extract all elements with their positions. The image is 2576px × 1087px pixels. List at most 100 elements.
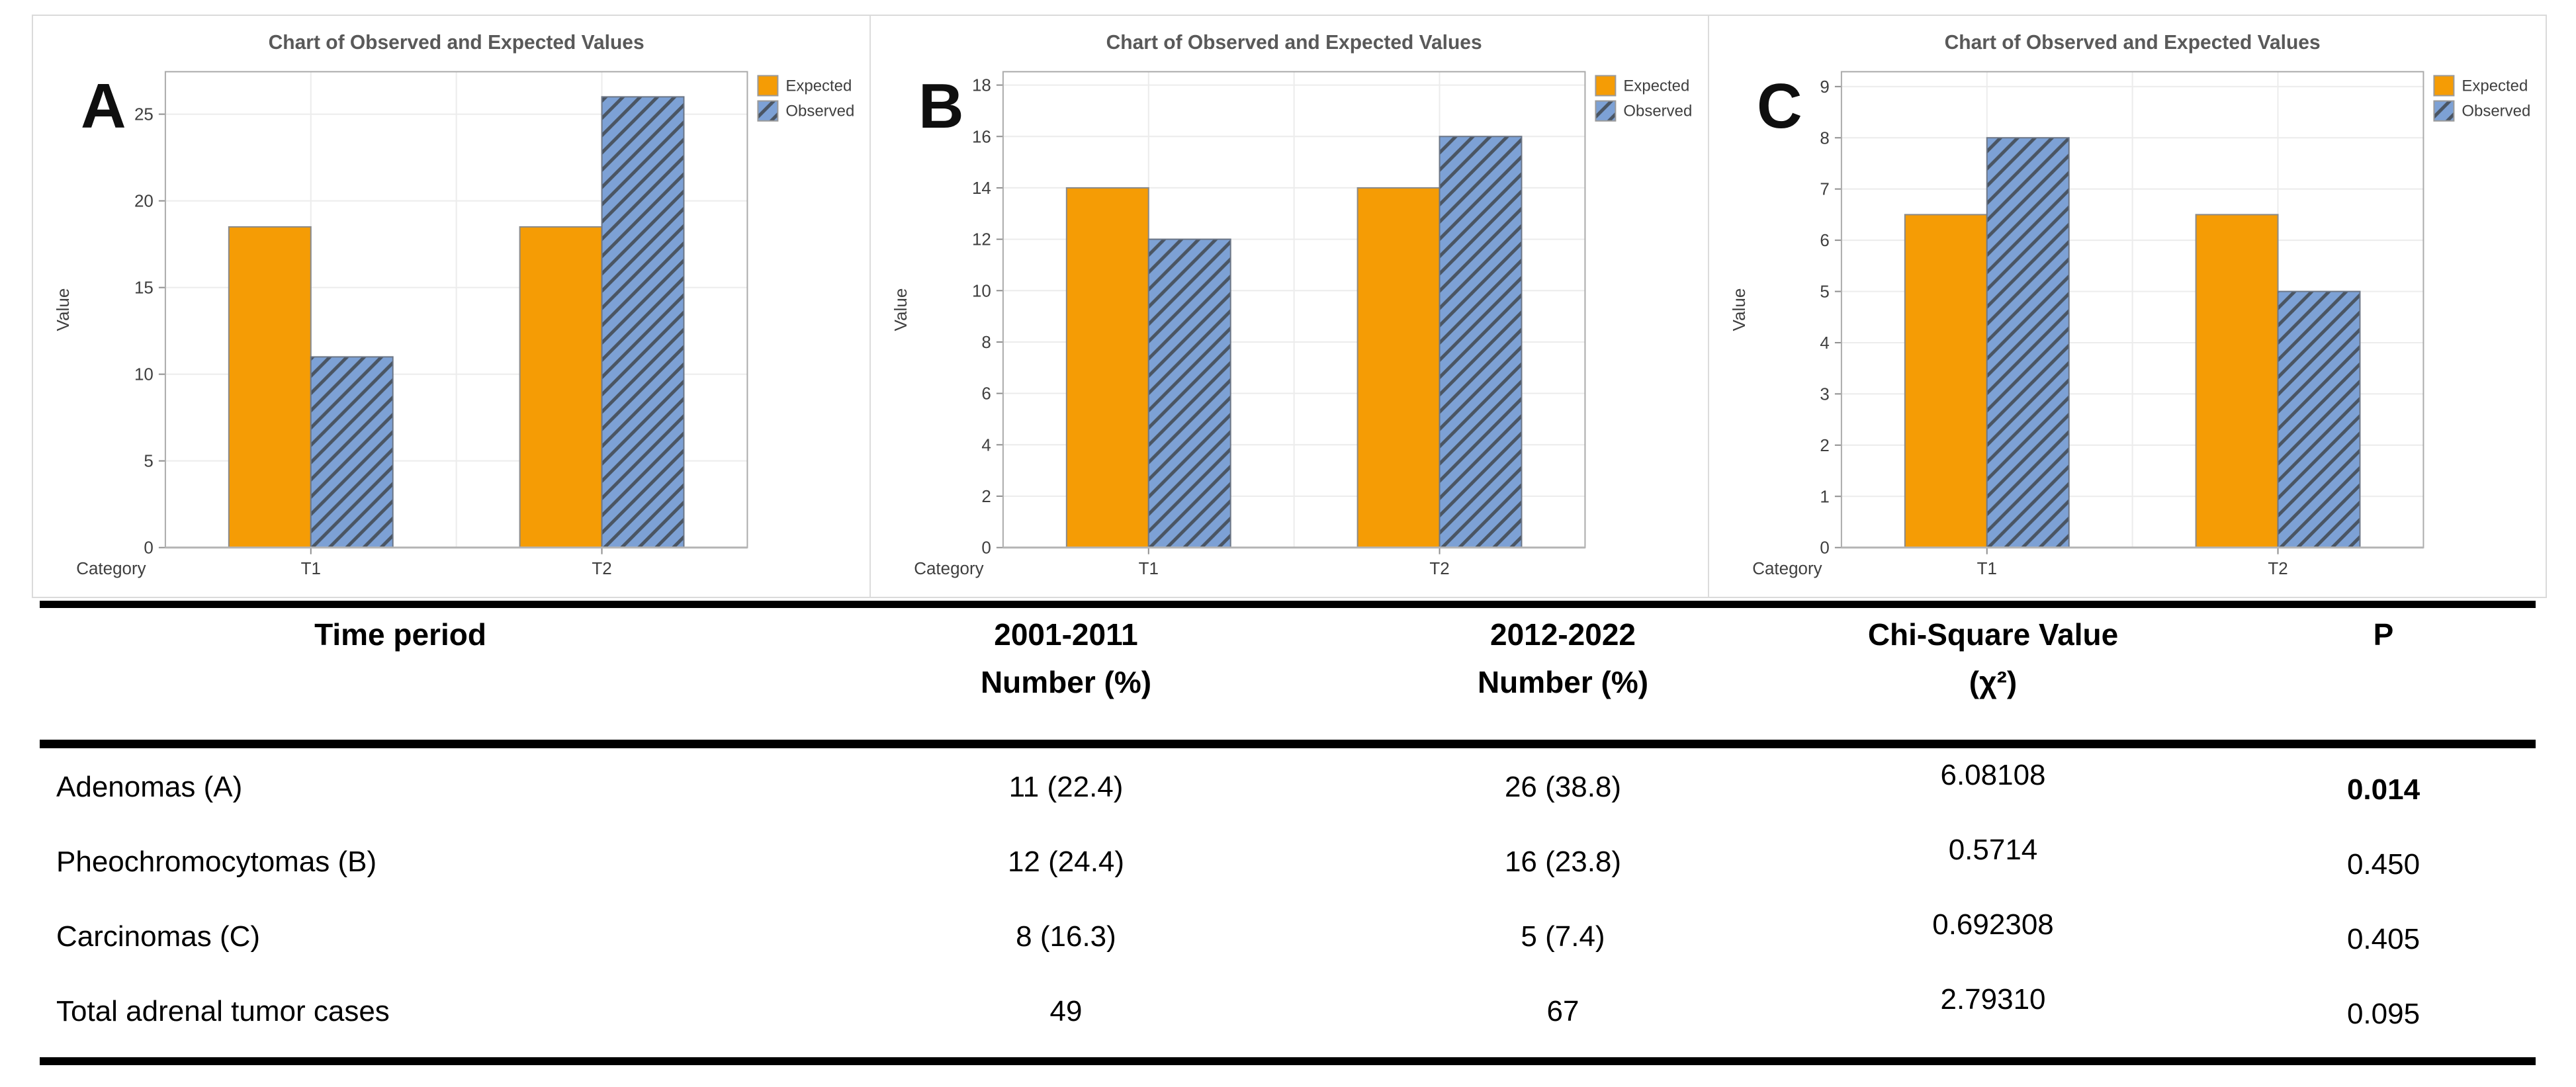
header-2001-2011-sublabel: Number (%) <box>980 665 1152 699</box>
panel-letter: C <box>1757 71 1802 142</box>
header-p-value: P <box>2231 619 2536 697</box>
y-tick-label: 4 <box>1820 333 1829 353</box>
chart-panel-a: Chart of Observed and Expected Values A 0 5… <box>33 16 871 597</box>
chart-panel-c: Chart of Observed and Expected Values C 0 1… <box>1709 16 2546 597</box>
legend: Expected Observed <box>2433 75 2530 122</box>
bar-chart-c: Chart of Observed and Expected Values C 0 1… <box>1729 32 2530 578</box>
chart-panel-b: Chart of Observed and Expected Values B 0 2… <box>871 16 1709 597</box>
y-tick-label: 25 <box>134 105 154 124</box>
x-category-label: T2 <box>2268 558 2287 578</box>
legend-expected-swatch <box>757 75 779 97</box>
y-tick-label: 1 <box>1820 486 1829 506</box>
bar-observed-t2 <box>601 96 685 548</box>
row-label: Total adrenal tumor cases <box>56 994 390 1027</box>
cell-chi-square-value: 6.08108 <box>1940 758 2046 791</box>
cell-period-2012-2022: 16 (23.8) <box>1504 845 1622 878</box>
cell-period-2001-2011: 12 (24.4) <box>1007 845 1125 878</box>
y-tick-label: 7 <box>1820 179 1829 199</box>
bar-observed-t2 <box>1439 136 1523 548</box>
y-axis-title: Value <box>1729 288 1749 331</box>
chart-title: Chart of Observed and Expected Values <box>269 32 644 54</box>
bar-observed-t2 <box>2277 290 2361 548</box>
y-tick-label: 5 <box>144 451 153 471</box>
y-tick-label: 5 <box>1820 282 1829 302</box>
cell-period-2012-2022: 67 <box>1546 994 1579 1027</box>
chart-title: Chart of Observed and Expected Values <box>1944 32 2320 54</box>
x-category-label: T1 <box>1139 558 1159 578</box>
table-row: Adenomas (A) 11 (22.4) 26 (38.8) 6.08108… <box>40 750 2536 824</box>
legend: Expected Observed <box>1595 75 1693 122</box>
y-tick-label: 10 <box>972 281 991 300</box>
header-period-2001-2011: 2001-2011 Number (%) <box>761 619 1371 697</box>
y-tick-label: 10 <box>134 365 154 384</box>
cell-period-2012-2022: 5 (7.4) <box>1521 920 1605 953</box>
y-tick-label: 14 <box>972 178 991 198</box>
legend-observed-label: Observed <box>2462 103 2530 120</box>
bar-chart-b: Chart of Observed and Expected Values B 0 2… <box>891 32 1693 578</box>
bar-observed-t1 <box>1986 137 2070 548</box>
x-category-label: T1 <box>1976 558 1996 578</box>
bar-expected-t2 <box>2195 214 2279 548</box>
legend-observed-swatch <box>2433 100 2455 122</box>
cell-p-value: 0.405 <box>2346 922 2421 955</box>
y-tick-label: 20 <box>134 191 154 211</box>
cell-p-value: 0.095 <box>2346 997 2421 1030</box>
bar-observed-t1 <box>310 356 394 548</box>
cell-chi-square-value: 0.692308 <box>1932 908 2054 941</box>
table-row: Total adrenal tumor cases 49 67 2.79310 … <box>40 974 2536 1049</box>
y-tick-label: 6 <box>982 384 991 404</box>
table-row: Carcinomas (C) 8 (16.3) 5 (7.4) 0.692308… <box>40 899 2536 974</box>
header-time-period: Time period <box>40 619 761 697</box>
panel-letter: A <box>81 71 126 142</box>
legend-observed-label: Observed <box>785 103 854 120</box>
x-category-label: T1 <box>301 558 321 578</box>
y-axis-title: Value <box>53 288 73 331</box>
header-2001-2011-label: 2001-2011 <box>994 617 1138 652</box>
row-label: Carcinomas (C) <box>56 920 261 953</box>
x-category-label: T2 <box>1430 558 1450 578</box>
cell-period-2001-2011: 11 (22.4) <box>1008 770 1124 803</box>
y-tick-label: 8 <box>982 332 991 352</box>
cell-chi-square-value: 2.79310 <box>1940 982 2046 1016</box>
y-tick-label: 9 <box>1820 77 1829 97</box>
table-header-row: Time period 2001-2011 Number (%) 2012-20… <box>40 619 2536 697</box>
header-2012-2022-sublabel: Number (%) <box>1477 665 1649 699</box>
legend-expected-swatch <box>1595 75 1617 97</box>
y-tick-label: 15 <box>134 278 154 298</box>
x-category-label: T2 <box>592 558 611 578</box>
bar-expected-t1 <box>1066 187 1150 548</box>
cell-period-2012-2022: 26 (38.8) <box>1504 770 1622 803</box>
bar-expected-t1 <box>1904 214 1988 548</box>
cell-p-value: 0.014 <box>2346 773 2421 806</box>
table-top-rule <box>40 601 2536 608</box>
legend-observed-swatch <box>757 100 779 122</box>
bar-chart-a: Chart of Observed and Expected Values A 0 5… <box>53 32 854 578</box>
y-tick-label: 6 <box>1820 230 1829 250</box>
table-bottom-rule <box>40 1057 2536 1065</box>
y-tick-label: 12 <box>972 230 991 249</box>
x-axis-title: Category <box>76 558 146 578</box>
x-axis-title: Category <box>914 558 984 578</box>
y-tick-label: 2 <box>982 486 991 506</box>
bar-observed-t1 <box>1148 238 1232 548</box>
y-tick-label: 3 <box>1820 384 1829 404</box>
cell-chi-square-value: 0.5714 <box>1948 833 2038 866</box>
table-body: Adenomas (A) 11 (22.4) 26 (38.8) 6.08108… <box>40 750 2536 1049</box>
bar-expected-t2 <box>1356 187 1441 548</box>
legend-expected-swatch <box>2433 75 2455 97</box>
y-tick-label: 18 <box>972 75 991 95</box>
legend-expected-label: Expected <box>1624 77 1690 95</box>
header-period-2012-2022: 2012-2022 Number (%) <box>1371 619 1755 697</box>
chart-title: Chart of Observed and Expected Values <box>1106 32 1482 54</box>
y-axis-title: Value <box>891 288 910 331</box>
cell-p-value: 0.450 <box>2346 848 2421 881</box>
legend: Expected Observed <box>757 75 854 122</box>
cell-period-2001-2011: 8 (16.3) <box>1016 920 1116 953</box>
header-chi-square-symbol: (χ²) <box>1969 665 2018 699</box>
charts-panel-strip: Chart of Observed and Expected Values A 0 5… <box>32 15 2547 598</box>
bar-expected-t1 <box>228 226 312 548</box>
y-tick-label: 0 <box>144 538 153 558</box>
y-tick-label: 2 <box>1820 435 1829 455</box>
y-tick-label: 0 <box>1820 538 1829 558</box>
